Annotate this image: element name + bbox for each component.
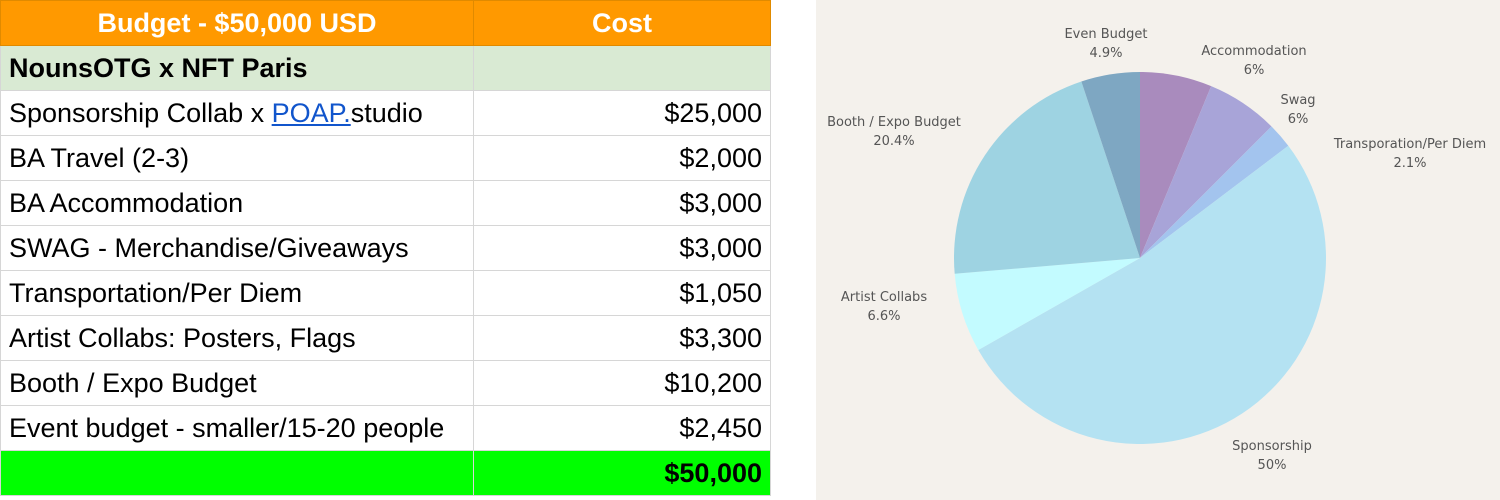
section-row: NounsOTG x NFT Paris: [0, 45, 771, 91]
row-label-cell[interactable]: BA Accommodation: [0, 180, 474, 226]
row-cost-cell[interactable]: $2,000: [473, 135, 771, 181]
row-cost-cell[interactable]: $3,000: [473, 180, 771, 226]
slice-percent-label: 20.4%: [873, 134, 914, 149]
section-title-cell[interactable]: NounsOTG x NFT Paris: [0, 45, 474, 91]
table-row: Transportation/Per Diem $1,050: [0, 270, 771, 316]
table-row: Booth / Expo Budget $10,200: [0, 360, 771, 406]
slice-label: Booth / Expo Budget: [827, 115, 961, 130]
header-row: Budget - $50,000 USD Cost: [0, 0, 771, 46]
row-label-cell[interactable]: Event budget - smaller/15-20 people: [0, 405, 474, 451]
pie-chart: Accommodation 6% Swag 6% Transporation/Per D…: [827, 27, 1486, 473]
slice-label: Transporation/Per Diem: [1333, 137, 1486, 152]
poap-link[interactable]: POAP.: [271, 97, 351, 128]
label-text: studio: [350, 97, 423, 128]
table-row: BA Travel (2-3) $2,000: [0, 135, 771, 181]
pie-slice-sponsorship[interactable]: [978, 145, 1326, 445]
table-row: BA Accommodation $3,000: [0, 180, 771, 226]
slice-percent-label: 6%: [1244, 63, 1265, 78]
pie-slice-booth-expo-budget[interactable]: [954, 81, 1140, 274]
pie-slice-transporation-per-diem[interactable]: [1140, 126, 1289, 258]
slice-label: Swag: [1280, 93, 1315, 108]
section-empty-cell[interactable]: [473, 45, 771, 91]
pie-slice-artist-collabs[interactable]: [954, 258, 1140, 350]
row-label-cell[interactable]: Transportation/Per Diem: [0, 270, 474, 316]
row-cost-cell[interactable]: $10,200: [473, 360, 771, 406]
total-cost-cell[interactable]: $50,000: [473, 450, 771, 496]
slice-percent-label: 6%: [1288, 112, 1309, 127]
table-row: Sponsorship Collab x POAP.studio $25,000: [0, 90, 771, 136]
pie-slice-accommodation[interactable]: [1140, 72, 1212, 258]
header-cost-cell[interactable]: Cost: [473, 0, 771, 46]
slice-label: Even Budget: [1064, 27, 1147, 42]
pie-slice-even-budget[interactable]: [1081, 72, 1140, 258]
row-label-cell[interactable]: Booth / Expo Budget: [0, 360, 474, 406]
slice-label: Artist Collabs: [841, 290, 927, 305]
pie-slice-swag[interactable]: [1140, 86, 1272, 258]
row-cost-cell[interactable]: $25,000: [473, 90, 771, 136]
table-row: Event budget - smaller/15-20 people $2,4…: [0, 405, 771, 451]
pie-chart-panel: Accommodation 6% Swag 6% Transporation/Per D…: [816, 0, 1500, 500]
header-budget-cell[interactable]: Budget - $50,000 USD: [0, 0, 474, 46]
budget-table: Budget - $50,000 USD Cost NounsOTG x NFT…: [0, 0, 771, 496]
row-label-cell[interactable]: SWAG - Merchandise/Giveaways: [0, 225, 474, 271]
total-label-cell[interactable]: [0, 450, 474, 496]
table-row: SWAG - Merchandise/Giveaways $3,000: [0, 225, 771, 271]
total-row: $50,000: [0, 450, 771, 496]
label-text: Sponsorship Collab x: [9, 97, 272, 128]
slice-percent-label: 50%: [1258, 458, 1287, 473]
slice-label: Accommodation: [1201, 44, 1306, 59]
slice-label: Sponsorship: [1232, 439, 1312, 454]
slice-percent-label: 2.1%: [1393, 156, 1426, 171]
row-label-cell[interactable]: Artist Collabs: Posters, Flags: [0, 315, 474, 361]
row-cost-cell[interactable]: $3,300: [473, 315, 771, 361]
row-cost-cell[interactable]: $1,050: [473, 270, 771, 316]
slice-percent-label: 4.9%: [1089, 46, 1122, 61]
row-cost-cell[interactable]: $3,000: [473, 225, 771, 271]
row-label-cell[interactable]: BA Travel (2-3): [0, 135, 474, 181]
row-label-cell[interactable]: Sponsorship Collab x POAP.studio: [0, 90, 474, 136]
row-cost-cell[interactable]: $2,450: [473, 405, 771, 451]
slice-percent-label: 6.6%: [867, 309, 900, 324]
table-row: Artist Collabs: Posters, Flags $3,300: [0, 315, 771, 361]
